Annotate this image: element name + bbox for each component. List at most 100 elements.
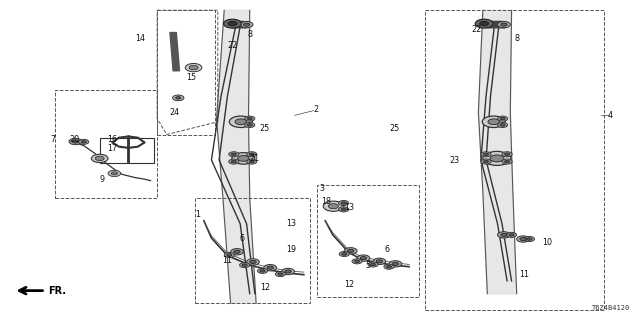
Circle shape xyxy=(500,124,505,126)
Text: 19: 19 xyxy=(286,245,296,254)
Circle shape xyxy=(389,261,402,267)
Text: 10: 10 xyxy=(541,238,552,247)
Text: 9: 9 xyxy=(99,175,104,184)
Circle shape xyxy=(348,249,354,252)
Circle shape xyxy=(231,153,236,156)
Circle shape xyxy=(235,119,246,124)
Polygon shape xyxy=(229,21,246,28)
Circle shape xyxy=(224,252,234,258)
Circle shape xyxy=(247,117,252,120)
Circle shape xyxy=(249,160,254,163)
Circle shape xyxy=(223,19,241,28)
Circle shape xyxy=(368,262,378,267)
Text: 25: 25 xyxy=(259,124,269,132)
Text: T6Z4B4120: T6Z4B4120 xyxy=(591,305,630,311)
Bar xyxy=(195,198,310,303)
Polygon shape xyxy=(478,10,516,294)
Polygon shape xyxy=(216,10,256,303)
Circle shape xyxy=(257,268,268,273)
Text: 7: 7 xyxy=(51,135,56,144)
Circle shape xyxy=(227,254,232,256)
Text: 24: 24 xyxy=(170,108,179,117)
Text: 12: 12 xyxy=(344,280,354,289)
Circle shape xyxy=(231,160,236,163)
Circle shape xyxy=(341,208,346,211)
Circle shape xyxy=(247,124,252,126)
Circle shape xyxy=(72,140,79,143)
Circle shape xyxy=(246,159,257,164)
Circle shape xyxy=(244,123,255,127)
Circle shape xyxy=(509,234,514,236)
Text: 16: 16 xyxy=(108,135,118,144)
Circle shape xyxy=(524,236,534,242)
Circle shape xyxy=(175,97,180,99)
Circle shape xyxy=(500,23,507,26)
Text: 1: 1 xyxy=(195,210,200,219)
Circle shape xyxy=(185,63,202,72)
Circle shape xyxy=(246,259,259,265)
Polygon shape xyxy=(484,21,505,28)
Circle shape xyxy=(355,260,360,263)
Circle shape xyxy=(344,248,357,254)
Text: 8: 8 xyxy=(514,35,519,44)
Circle shape xyxy=(500,233,507,236)
Text: 11: 11 xyxy=(519,270,529,279)
Text: 14: 14 xyxy=(135,35,145,44)
Circle shape xyxy=(173,95,184,101)
Text: 5: 5 xyxy=(365,261,371,270)
Circle shape xyxy=(497,232,510,238)
Text: FR.: FR. xyxy=(49,286,67,296)
Circle shape xyxy=(244,116,255,121)
Circle shape xyxy=(250,260,256,264)
Circle shape xyxy=(275,271,285,276)
Text: 3: 3 xyxy=(319,184,324,193)
Circle shape xyxy=(527,238,532,240)
Bar xyxy=(317,186,419,297)
Text: 6: 6 xyxy=(239,234,244,243)
Circle shape xyxy=(111,172,118,175)
Text: 4: 4 xyxy=(608,111,613,120)
Text: 8: 8 xyxy=(247,30,252,39)
Text: 17: 17 xyxy=(108,144,118,153)
Circle shape xyxy=(504,160,509,163)
Circle shape xyxy=(488,119,499,124)
Circle shape xyxy=(392,262,399,266)
Circle shape xyxy=(500,117,505,120)
Circle shape xyxy=(239,263,250,268)
Circle shape xyxy=(243,23,250,26)
Circle shape xyxy=(481,152,491,157)
Circle shape xyxy=(282,268,294,275)
Circle shape xyxy=(229,116,252,127)
Circle shape xyxy=(342,253,347,255)
Circle shape xyxy=(240,21,253,28)
Circle shape xyxy=(387,266,392,268)
Circle shape xyxy=(230,249,243,255)
Circle shape xyxy=(506,232,516,237)
Circle shape xyxy=(504,153,509,156)
Circle shape xyxy=(516,236,529,242)
Circle shape xyxy=(173,95,183,100)
Circle shape xyxy=(373,258,386,265)
Circle shape xyxy=(497,116,508,121)
Circle shape xyxy=(285,270,291,273)
Circle shape xyxy=(95,156,104,161)
Text: 2: 2 xyxy=(313,105,318,114)
Circle shape xyxy=(79,139,89,144)
Circle shape xyxy=(497,123,508,127)
Circle shape xyxy=(339,252,349,257)
Text: 25: 25 xyxy=(390,124,400,132)
Text: 22: 22 xyxy=(471,25,481,34)
Circle shape xyxy=(323,201,344,211)
Bar xyxy=(100,138,154,163)
Polygon shape xyxy=(170,33,179,71)
Bar xyxy=(157,10,214,134)
Circle shape xyxy=(189,65,198,70)
Text: 23: 23 xyxy=(449,156,459,164)
Circle shape xyxy=(81,140,86,143)
Circle shape xyxy=(264,265,276,271)
Circle shape xyxy=(339,200,349,205)
Circle shape xyxy=(352,259,362,264)
Circle shape xyxy=(228,152,239,157)
Circle shape xyxy=(69,138,82,145)
Circle shape xyxy=(482,116,505,127)
